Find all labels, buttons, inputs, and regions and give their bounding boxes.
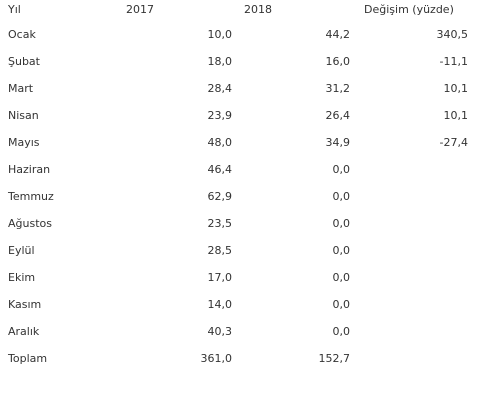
value-2017: 48,0 xyxy=(207,136,233,149)
value-2018: 0,0 xyxy=(332,217,351,230)
month-label: Şubat xyxy=(8,55,40,68)
value-2017: 361,0 xyxy=(200,352,233,365)
value-2017: 14,0 xyxy=(207,298,233,311)
month-label: Toplam xyxy=(8,352,48,365)
value-2018: 16,0 xyxy=(325,55,351,68)
value-2018: 0,0 xyxy=(332,163,351,176)
month-label: Mart xyxy=(8,82,34,95)
table-row: Temmuz 62,9 0,0 xyxy=(0,186,484,213)
value-2017: 46,4 xyxy=(207,163,233,176)
month-label: Haziran xyxy=(8,163,51,176)
value-2018: 0,0 xyxy=(332,298,351,311)
table-row: Ağustos 23,5 0,0 xyxy=(0,213,484,240)
change-percent: -27,4 xyxy=(439,136,468,149)
value-2017: 17,0 xyxy=(207,271,233,284)
change-percent: 10,1 xyxy=(443,109,469,122)
value-2018: 26,4 xyxy=(325,109,351,122)
value-2018: 44,2 xyxy=(325,28,351,41)
month-label: Ocak xyxy=(8,28,36,41)
value-2018: 31,2 xyxy=(325,82,351,95)
change-percent: 340,5 xyxy=(436,28,469,41)
month-label: Aralık xyxy=(8,325,40,338)
table-row: Ocak 10,0 44,2 340,5 xyxy=(0,24,484,51)
change-percent: -11,1 xyxy=(439,55,468,68)
value-2017: 23,5 xyxy=(207,217,233,230)
month-label: Ağustos xyxy=(8,217,52,230)
table-header-row: Yıl 2017 2018 Değişim (yüzde) xyxy=(0,0,484,24)
month-label: Mayıs xyxy=(8,136,40,149)
header-change: Değişim (yüzde) xyxy=(364,3,454,16)
value-2017: 10,0 xyxy=(207,28,233,41)
value-2018: 0,0 xyxy=(332,244,351,257)
month-label: Eylül xyxy=(8,244,35,257)
table-row: Aralık 40,3 0,0 xyxy=(0,321,484,348)
header-year: Yıl xyxy=(8,3,21,16)
table-total-row: Toplam 361,0 152,7 xyxy=(0,348,484,375)
value-2018: 34,9 xyxy=(325,136,351,149)
table-row: Kasım 14,0 0,0 xyxy=(0,294,484,321)
table-row: Mart 28,4 31,2 10,1 xyxy=(0,78,484,105)
value-2018: 152,7 xyxy=(318,352,351,365)
table-row: Ekim 17,0 0,0 xyxy=(0,267,484,294)
data-table: Yıl 2017 2018 Değişim (yüzde) Ocak 10,0 44… xyxy=(0,0,484,375)
table-row: Nisan 23,9 26,4 10,1 xyxy=(0,105,484,132)
table-row: Şubat 18,0 16,0 -11,1 xyxy=(0,51,484,78)
month-label: Kasım xyxy=(8,298,42,311)
value-2017: 28,5 xyxy=(207,244,233,257)
value-2017: 23,9 xyxy=(207,109,233,122)
table-body: Ocak 10,0 44,2 340,5 Şubat 18,0 16,0 -11,1 Mart 2… xyxy=(0,24,484,375)
value-2017: 62,9 xyxy=(207,190,233,203)
header-2017: 2017 xyxy=(126,3,154,16)
header-2018: 2018 xyxy=(244,3,272,16)
table-row: Haziran 46,4 0,0 xyxy=(0,159,484,186)
value-2018: 0,0 xyxy=(332,190,351,203)
value-2018: 0,0 xyxy=(332,325,351,338)
value-2017: 40,3 xyxy=(207,325,233,338)
month-label: Ekim xyxy=(8,271,36,284)
table-row: Eylül 28,5 0,0 xyxy=(0,240,484,267)
change-percent: 10,1 xyxy=(443,82,469,95)
value-2017: 18,0 xyxy=(207,55,233,68)
table-row: Mayıs 48,0 34,9 -27,4 xyxy=(0,132,484,159)
value-2018: 0,0 xyxy=(332,271,351,284)
month-label: Temmuz xyxy=(8,190,54,203)
value-2017: 28,4 xyxy=(207,82,233,95)
month-label: Nisan xyxy=(8,109,39,122)
